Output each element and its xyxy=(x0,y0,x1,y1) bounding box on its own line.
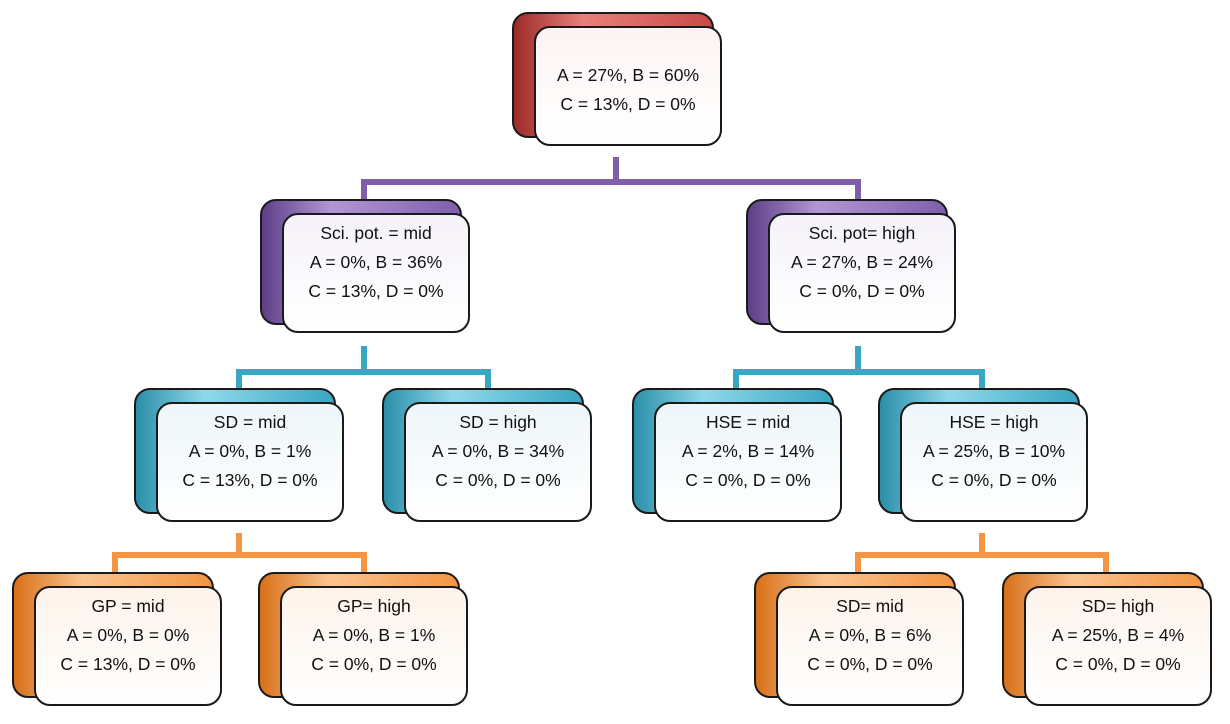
sd-high-node: SD = high A = 0%, B = 34% C = 0%, D = 0% xyxy=(382,388,592,522)
sci-pot-mid-node: Sci. pot. = mid A = 0%, B = 36% C = 13%,… xyxy=(260,199,470,333)
sci-pot-high-card: Sci. pot= high A = 27%, B = 24% C = 0%, … xyxy=(768,213,956,333)
gp-high-card: GP= high A = 0%, B = 1% C = 0%, D = 0% xyxy=(280,586,468,706)
node-cd-values: C = 0%, D = 0% xyxy=(1055,654,1181,674)
node-cd-values: C = 0%, D = 0% xyxy=(435,470,561,490)
node-ab-values: A = 27%, B = 60% xyxy=(556,65,700,85)
sd2-mid-card: SD= mid A = 0%, B = 6% C = 0%, D = 0% xyxy=(776,586,964,706)
node-ab-values: A = 0%, B = 0% xyxy=(66,625,190,645)
node-ab-values: A = 0%, B = 1% xyxy=(188,441,312,461)
node-ab-values: A = 2%, B = 14% xyxy=(681,441,815,461)
node-cd-values: C = 13%, D = 0% xyxy=(60,654,196,674)
root-node: A = 27%, B = 60% C = 13%, D = 0% xyxy=(512,12,722,146)
node-title: SD = high xyxy=(459,412,537,432)
node-ab-values: A = 27%, B = 24% xyxy=(790,252,934,272)
hse-high-card: HSE = high A = 25%, B = 10% C = 0%, D = … xyxy=(900,402,1088,522)
node-ab-values: A = 25%, B = 10% xyxy=(922,441,1066,461)
node-title xyxy=(536,32,720,61)
node-cd-values: C = 0%, D = 0% xyxy=(311,654,437,674)
node-cd-values: C = 13%, D = 0% xyxy=(560,94,696,114)
node-title: Sci. pot. = mid xyxy=(320,223,432,243)
node-cd-values: C = 0%, D = 0% xyxy=(799,281,925,301)
node-cd-values: C = 0%, D = 0% xyxy=(807,654,933,674)
node-title: SD = mid xyxy=(213,412,287,432)
sci-pot-mid-card: Sci. pot. = mid A = 0%, B = 36% C = 13%,… xyxy=(282,213,470,333)
sd-mid-card: SD = mid A = 0%, B = 1% C = 13%, D = 0% xyxy=(156,402,344,522)
hse-high-node: HSE = high A = 25%, B = 10% C = 0%, D = … xyxy=(878,388,1088,522)
node-ab-values: A = 0%, B = 36% xyxy=(309,252,443,272)
sd-mid-node: SD = mid A = 0%, B = 1% C = 13%, D = 0% xyxy=(134,388,344,522)
node-title: SD= mid xyxy=(836,596,904,616)
sd2-mid-node: SD= mid A = 0%, B = 6% C = 0%, D = 0% xyxy=(754,572,964,706)
hse-mid-node: HSE = mid A = 2%, B = 14% C = 0%, D = 0% xyxy=(632,388,842,522)
node-title: GP = mid xyxy=(91,596,165,616)
gp-mid-node: GP = mid A = 0%, B = 0% C = 13%, D = 0% xyxy=(12,572,222,706)
node-title: GP= high xyxy=(337,596,411,616)
sci-pot-high-node: Sci. pot= high A = 27%, B = 24% C = 0%, … xyxy=(746,199,956,333)
sd2-high-node: SD= high A = 25%, B = 4% C = 0%, D = 0% xyxy=(1002,572,1212,706)
node-ab-values: A = 0%, B = 34% xyxy=(431,441,565,461)
node-ab-values: A = 25%, B = 4% xyxy=(1051,625,1185,645)
sd-high-card: SD = high A = 0%, B = 34% C = 0%, D = 0% xyxy=(404,402,592,522)
node-cd-values: C = 13%, D = 0% xyxy=(308,281,444,301)
node-cd-values: C = 0%, D = 0% xyxy=(685,470,811,490)
node-title: HSE = high xyxy=(949,412,1039,432)
node-title: Sci. pot= high xyxy=(808,223,916,243)
hse-mid-card: HSE = mid A = 2%, B = 14% C = 0%, D = 0% xyxy=(654,402,842,522)
gp-mid-card: GP = mid A = 0%, B = 0% C = 13%, D = 0% xyxy=(34,586,222,706)
node-ab-values: A = 0%, B = 6% xyxy=(808,625,932,645)
node-cd-values: C = 0%, D = 0% xyxy=(931,470,1057,490)
node-cd-values: C = 13%, D = 0% xyxy=(182,470,318,490)
sd2-high-card: SD= high A = 25%, B = 4% C = 0%, D = 0% xyxy=(1024,586,1212,706)
node-title: SD= high xyxy=(1081,596,1155,616)
node-ab-values: A = 0%, B = 1% xyxy=(312,625,436,645)
root-node-card: A = 27%, B = 60% C = 13%, D = 0% xyxy=(534,26,722,146)
node-title: HSE = mid xyxy=(705,412,791,432)
gp-high-node: GP= high A = 0%, B = 1% C = 0%, D = 0% xyxy=(258,572,468,706)
